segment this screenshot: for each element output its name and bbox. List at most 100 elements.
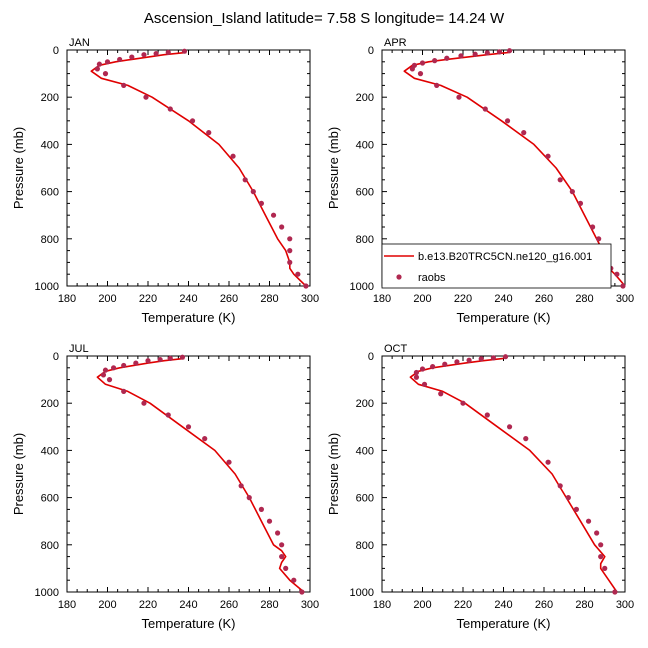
- legend-obs-swatch: [396, 274, 402, 280]
- y-tick-label: 0: [53, 45, 59, 57]
- plot-frame: [66, 355, 311, 593]
- raobs-point: [417, 71, 424, 77]
- x-axis-title: Temperature (K): [457, 616, 551, 631]
- x-tick-label: 280: [260, 293, 278, 305]
- x-tick-label: 240: [494, 599, 512, 611]
- raobs-point: [594, 530, 600, 536]
- y-axis-title: Pressure (mb): [326, 127, 341, 209]
- raobs-point: [102, 71, 109, 77]
- raobs-point: [104, 59, 111, 65]
- raobs-point: [409, 66, 415, 72]
- raobs-point: [490, 355, 496, 361]
- raobs-point: [458, 53, 464, 59]
- raobs-point: [573, 506, 580, 512]
- panel-apr: 180 200 220 240 260 280 300 0 200 400 600 800 1000 Te…: [326, 37, 634, 325]
- raobs-point: [419, 60, 426, 66]
- raobs-point: [145, 358, 151, 364]
- raobs-point: [557, 177, 563, 183]
- raobs-point: [295, 271, 301, 277]
- y-tick-label: 0: [368, 351, 374, 363]
- y-tick-label: 400: [41, 445, 59, 457]
- raobs-point: [484, 50, 490, 56]
- y-tick-label: 600: [356, 187, 374, 199]
- y-tick-label: 1000: [35, 587, 59, 599]
- x-tick-label: 280: [575, 293, 593, 305]
- panel-jul: 180 200 220 240 260 280 300 0 200 400 600 800 1000 Te…: [11, 343, 319, 631]
- raobs-point: [106, 377, 113, 383]
- raobs-point: [165, 49, 171, 55]
- raobs-point: [102, 367, 109, 373]
- raobs-point: [181, 48, 188, 54]
- raobs-point: [590, 224, 596, 230]
- x-tick-label: 240: [179, 293, 197, 305]
- panel-label: OCT: [384, 343, 408, 355]
- y-tick-label: 800: [356, 234, 374, 246]
- x-tick-label: 180: [373, 293, 391, 305]
- y-tick-label: 1000: [350, 281, 374, 293]
- raobs-point: [430, 364, 436, 370]
- x-tick-label: 300: [301, 599, 319, 611]
- raobs-point: [283, 565, 289, 572]
- x-tick-label: 220: [139, 293, 157, 305]
- y-tick-label: 800: [41, 234, 59, 246]
- raobs-point: [598, 554, 604, 560]
- y-axis-title: Pressure (mb): [11, 433, 26, 515]
- y-tick-label: 200: [41, 92, 59, 104]
- raobs-point: [484, 412, 490, 418]
- raobs-point: [141, 400, 147, 406]
- raobs-point: [523, 436, 529, 442]
- figure-title: Ascension_Island latitude= 7.58 S longit…: [144, 10, 505, 27]
- x-tick-label: 300: [301, 293, 319, 305]
- raobs-point: [602, 565, 608, 572]
- raobs-point: [206, 130, 212, 136]
- raobs-point: [565, 495, 571, 501]
- raobs-point: [456, 94, 462, 100]
- x-tick-label: 260: [535, 293, 553, 305]
- raobs-point: [612, 589, 618, 595]
- y-tick-label: 600: [356, 493, 374, 505]
- raobs-point: [577, 200, 584, 206]
- plot-frame: [381, 355, 626, 593]
- x-tick-label: 220: [454, 293, 472, 305]
- raobs-point: [496, 49, 503, 55]
- raobs-point: [614, 271, 620, 277]
- raobs-point: [454, 359, 460, 365]
- raobs-point: [279, 542, 285, 548]
- x-tick-label: 200: [98, 599, 116, 611]
- y-tick-label: 600: [41, 187, 59, 199]
- x-tick-label: 280: [575, 599, 593, 611]
- raobs-point: [242, 177, 248, 183]
- raobs-point: [226, 459, 232, 465]
- x-tick-label: 220: [139, 599, 157, 611]
- panel-label: JUL: [69, 343, 89, 355]
- raobs-point: [230, 153, 236, 159]
- raobs-point: [478, 356, 484, 362]
- y-tick-label: 200: [356, 92, 374, 104]
- y-tick-label: 800: [41, 540, 59, 552]
- panel-label: APR: [384, 37, 407, 49]
- x-tick-label: 280: [260, 599, 278, 611]
- raobs-point: [506, 424, 513, 430]
- raobs-point: [110, 365, 117, 371]
- raobs-point: [569, 189, 575, 195]
- x-tick-label: 260: [220, 599, 238, 611]
- raobs-point: [299, 589, 305, 595]
- x-tick-label: 180: [58, 293, 76, 305]
- raobs-point: [472, 51, 478, 57]
- legend-box: [381, 243, 612, 289]
- raobs-point: [167, 355, 173, 361]
- raobs-point: [238, 483, 244, 489]
- y-tick-label: 200: [356, 398, 374, 410]
- raobs-point: [432, 58, 438, 64]
- panel-oct: 180 200 220 240 260 280 300 0 200 400 600 800 1000 Te…: [326, 343, 634, 631]
- raobs-point: [287, 236, 293, 242]
- plot-frame: [66, 49, 311, 287]
- y-tick-label: 200: [41, 398, 59, 410]
- raobs-point: [545, 459, 551, 465]
- y-tick-label: 400: [356, 445, 374, 457]
- x-tick-label: 180: [373, 599, 391, 611]
- panels: 180 200 220 240 260 280 300 0 200 400 600 800 1000 Te…: [11, 37, 634, 631]
- raobs-point: [121, 388, 127, 394]
